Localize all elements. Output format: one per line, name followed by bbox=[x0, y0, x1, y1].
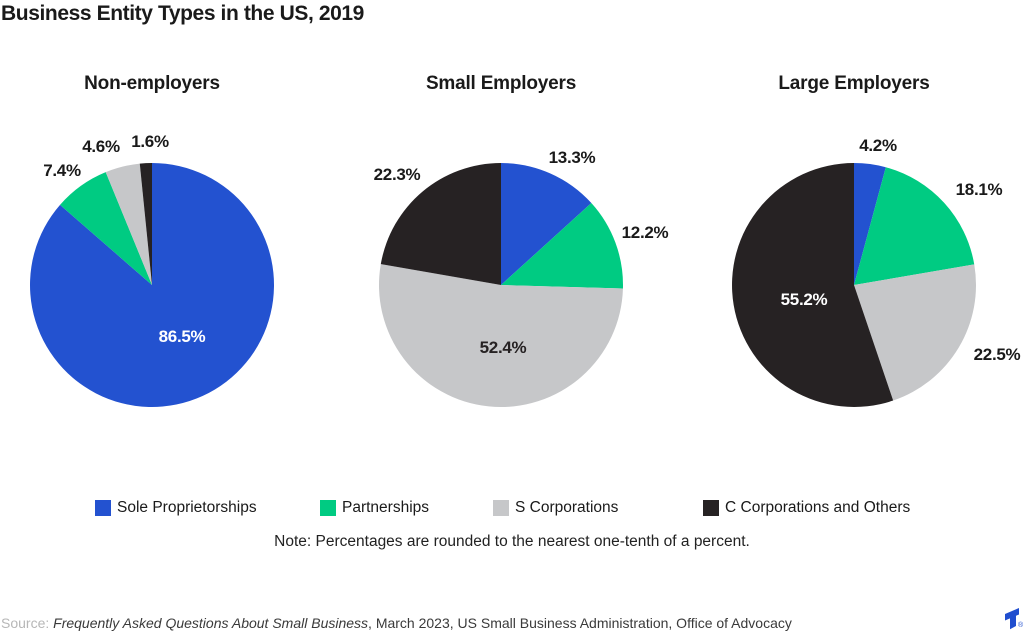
legend-item-partnerships: Partnerships bbox=[320, 499, 429, 517]
legend-label: Partnerships bbox=[342, 499, 430, 516]
pie-slice-s-corporations bbox=[854, 264, 977, 401]
legend-swatch bbox=[95, 500, 111, 516]
legend-item-sole-proprietorships: Sole Proprietorships bbox=[95, 499, 257, 517]
pie-value-label: 22.5% bbox=[973, 345, 1021, 364]
pie-slice-sole-proprietorships bbox=[501, 163, 592, 285]
footnote: Note: Percentages are rounded to the nea… bbox=[274, 533, 750, 550]
pie-slice-partnerships bbox=[60, 172, 152, 285]
pie-value-label: 12.2% bbox=[621, 223, 669, 242]
pie-value-label: 4.6% bbox=[82, 137, 120, 156]
legend-swatch bbox=[320, 500, 336, 516]
pie-value-label: 1.6% bbox=[131, 132, 169, 151]
pie-slice-partnerships bbox=[854, 167, 975, 285]
source-rest: , March 2023, US Small Business Administ… bbox=[368, 615, 792, 631]
pie-chart-small-employers bbox=[378, 163, 623, 408]
source-prefix: Source: bbox=[1, 615, 54, 631]
registered-mark: ® bbox=[1018, 622, 1024, 629]
page-title: Business Entity Types in the US, 2019 bbox=[1, 2, 364, 25]
pie-slice-partnerships bbox=[501, 203, 623, 289]
pie-value-label: 86.5% bbox=[158, 327, 206, 346]
legend-label: Sole Proprietorships bbox=[117, 499, 257, 516]
pie-slice-s-corporations bbox=[378, 264, 623, 408]
pie-slice-s-corporations bbox=[105, 163, 152, 285]
pie-value-label: 13.3% bbox=[548, 148, 596, 167]
toptal-logo-icon bbox=[1005, 608, 1019, 630]
legend-label: S Corporations bbox=[515, 499, 619, 516]
source-line: Source: Frequently Asked Questions About… bbox=[1, 615, 792, 631]
pie-title-non-employers: Non-employers bbox=[84, 73, 220, 94]
pie-value-label: 55.2% bbox=[780, 290, 828, 309]
legend-swatch bbox=[703, 500, 719, 516]
pie-slice-c-corporations-and-others bbox=[380, 163, 501, 285]
pie-value-label: 4.2% bbox=[859, 136, 897, 155]
pie-slice-sole-proprietorships bbox=[30, 163, 275, 407]
pie-title-large-employers: Large Employers bbox=[778, 73, 930, 94]
source-work-title: Frequently Asked Questions About Small B… bbox=[53, 615, 369, 631]
pie-value-label: 52.4% bbox=[479, 338, 527, 357]
pie-title-small-employers: Small Employers bbox=[425, 73, 577, 94]
pie-slice-sole-proprietorships bbox=[854, 163, 886, 285]
pie-slice-c-corporations-and-others bbox=[139, 162, 152, 285]
legend-item-c-corporations-and-others: C Corporations and Others bbox=[703, 499, 910, 517]
pie-value-label: 22.3% bbox=[373, 165, 421, 184]
pie-chart-non-employers bbox=[30, 162, 275, 407]
pie-value-label: 18.1% bbox=[955, 180, 1003, 199]
legend-swatch bbox=[493, 500, 509, 516]
pie-slice-c-corporations-and-others bbox=[732, 163, 894, 407]
pie-chart-large-employers bbox=[732, 163, 977, 407]
legend-item-s-corporations: S Corporations bbox=[493, 499, 618, 517]
pie-value-label: 7.4% bbox=[43, 161, 81, 180]
legend-label: C Corporations and Others bbox=[725, 499, 911, 516]
